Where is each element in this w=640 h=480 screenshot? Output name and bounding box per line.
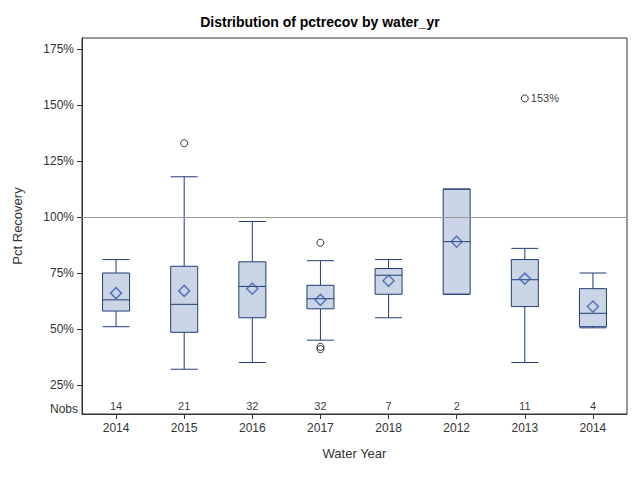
svg-text:Water Year: Water Year: [323, 446, 388, 461]
svg-text:Distribution of pctrecov by wa: Distribution of pctrecov by water_yr: [200, 14, 440, 30]
svg-text:50%: 50%: [50, 322, 74, 336]
svg-text:175%: 175%: [43, 42, 74, 56]
svg-text:25%: 25%: [50, 378, 74, 392]
svg-text:14: 14: [110, 400, 122, 412]
svg-text:2015: 2015: [171, 421, 198, 435]
svg-text:4: 4: [590, 400, 596, 412]
svg-text:Nobs: Nobs: [50, 402, 78, 416]
svg-text:11: 11: [519, 400, 530, 412]
svg-text:75%: 75%: [50, 266, 74, 280]
svg-text:2017: 2017: [307, 421, 334, 435]
svg-text:32: 32: [314, 400, 326, 412]
svg-text:2013: 2013: [511, 421, 538, 435]
svg-text:100%: 100%: [43, 210, 74, 224]
svg-text:32: 32: [246, 400, 258, 412]
svg-text:21: 21: [178, 400, 190, 412]
svg-text:2018: 2018: [375, 421, 402, 435]
svg-text:7: 7: [386, 400, 392, 412]
svg-text:125%: 125%: [43, 154, 74, 168]
svg-text:2016: 2016: [239, 421, 266, 435]
svg-text:2014: 2014: [103, 421, 130, 435]
svg-text:2: 2: [454, 400, 460, 412]
svg-text:150%: 150%: [43, 98, 74, 112]
svg-text:Pct Recovery: Pct Recovery: [10, 187, 25, 265]
svg-text:153%: 153%: [531, 92, 559, 104]
svg-text:2014: 2014: [580, 421, 607, 435]
svg-text:2012: 2012: [443, 421, 470, 435]
